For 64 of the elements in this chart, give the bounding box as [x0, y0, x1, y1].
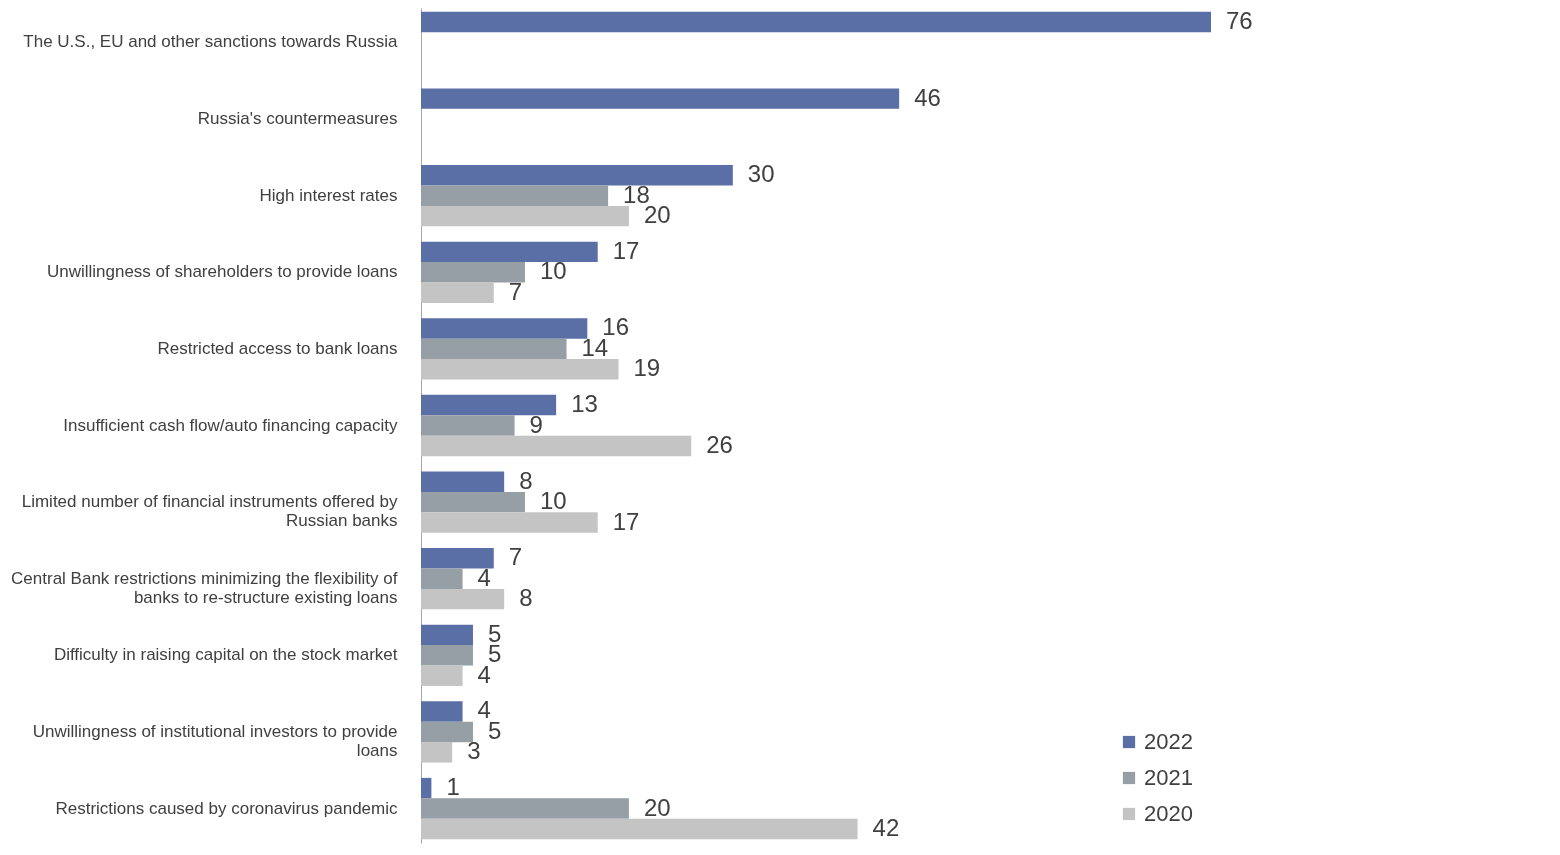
legend-label: 2022 — [1144, 729, 1193, 754]
bar — [421, 318, 588, 339]
bar — [421, 777, 432, 799]
data-label: 17 — [612, 236, 640, 264]
data-label: 19 — [633, 354, 661, 382]
bar — [421, 415, 515, 436]
data-label: 10 — [539, 487, 567, 515]
y-tick-label: Russia's countermeasures — [197, 109, 398, 129]
bar — [421, 435, 692, 457]
data-label: 8 — [519, 466, 533, 494]
y-tick-label: High interest rates — [259, 185, 398, 205]
bar — [421, 512, 598, 533]
data-label: 46 — [914, 83, 941, 111]
data-label: 9 — [529, 410, 543, 438]
legend-label: 2020 — [1144, 801, 1193, 826]
data-label: 42 — [872, 813, 900, 841]
bar — [421, 624, 473, 646]
bar — [421, 798, 629, 819]
y-tick-label: Restrictions caused by coronavirus pandemic — [55, 798, 398, 818]
y-tick-label: Insufficient cash flow/auto financing capacity — [63, 415, 398, 435]
legend-label: 2021 — [1144, 765, 1193, 790]
y-tick-label: Unwillingness of institutional investors to provide loans — [32, 721, 398, 760]
bar — [421, 11, 1211, 33]
bar — [421, 185, 609, 206]
data-label: 7 — [508, 543, 523, 571]
y-tick-label: The U.S., EU and other sanctions towards Russia — [23, 32, 399, 52]
data-label: 4 — [477, 660, 491, 688]
y-tick-label: Difficulty in raising capital on the stock market — [53, 645, 398, 665]
bar — [421, 645, 473, 666]
bar — [421, 742, 453, 763]
bar — [421, 701, 463, 722]
bar — [421, 394, 557, 416]
bar — [421, 721, 473, 743]
bar — [421, 588, 505, 610]
y-tick-label: Limited number of financial instruments offered by Russian banks — [21, 492, 398, 531]
y-tick-label: Central Bank restrictions minimizing the flexibility of banks to re-structure existing loans — [11, 568, 398, 607]
data-label: 20 — [643, 793, 671, 821]
bar — [421, 471, 505, 492]
bar — [421, 241, 598, 263]
bar — [421, 282, 494, 303]
bar — [421, 205, 629, 227]
bar — [421, 88, 900, 109]
data-label: 13 — [571, 390, 598, 418]
data-label: 8 — [519, 584, 533, 612]
data-label: 7 — [508, 277, 523, 305]
bar — [421, 165, 733, 186]
y-tick-label: Unwillingness of shareholders to provide loans — [46, 262, 398, 282]
data-label: 10 — [539, 257, 567, 285]
bar — [421, 818, 858, 840]
bar — [421, 359, 619, 380]
bar — [421, 548, 494, 569]
y-tick-label: Restricted access to bank loans — [157, 338, 398, 358]
bar — [421, 491, 525, 513]
bar — [421, 262, 525, 283]
data-label: 26 — [706, 430, 733, 458]
bar — [421, 338, 567, 360]
data-label: 17 — [612, 507, 640, 535]
data-label: 4 — [477, 563, 491, 591]
data-label: 30 — [747, 160, 775, 188]
data-label: 3 — [467, 737, 481, 765]
bar — [421, 568, 463, 589]
bar — [421, 665, 463, 686]
data-label: 76 — [1226, 7, 1253, 35]
data-label: 1 — [446, 773, 460, 801]
